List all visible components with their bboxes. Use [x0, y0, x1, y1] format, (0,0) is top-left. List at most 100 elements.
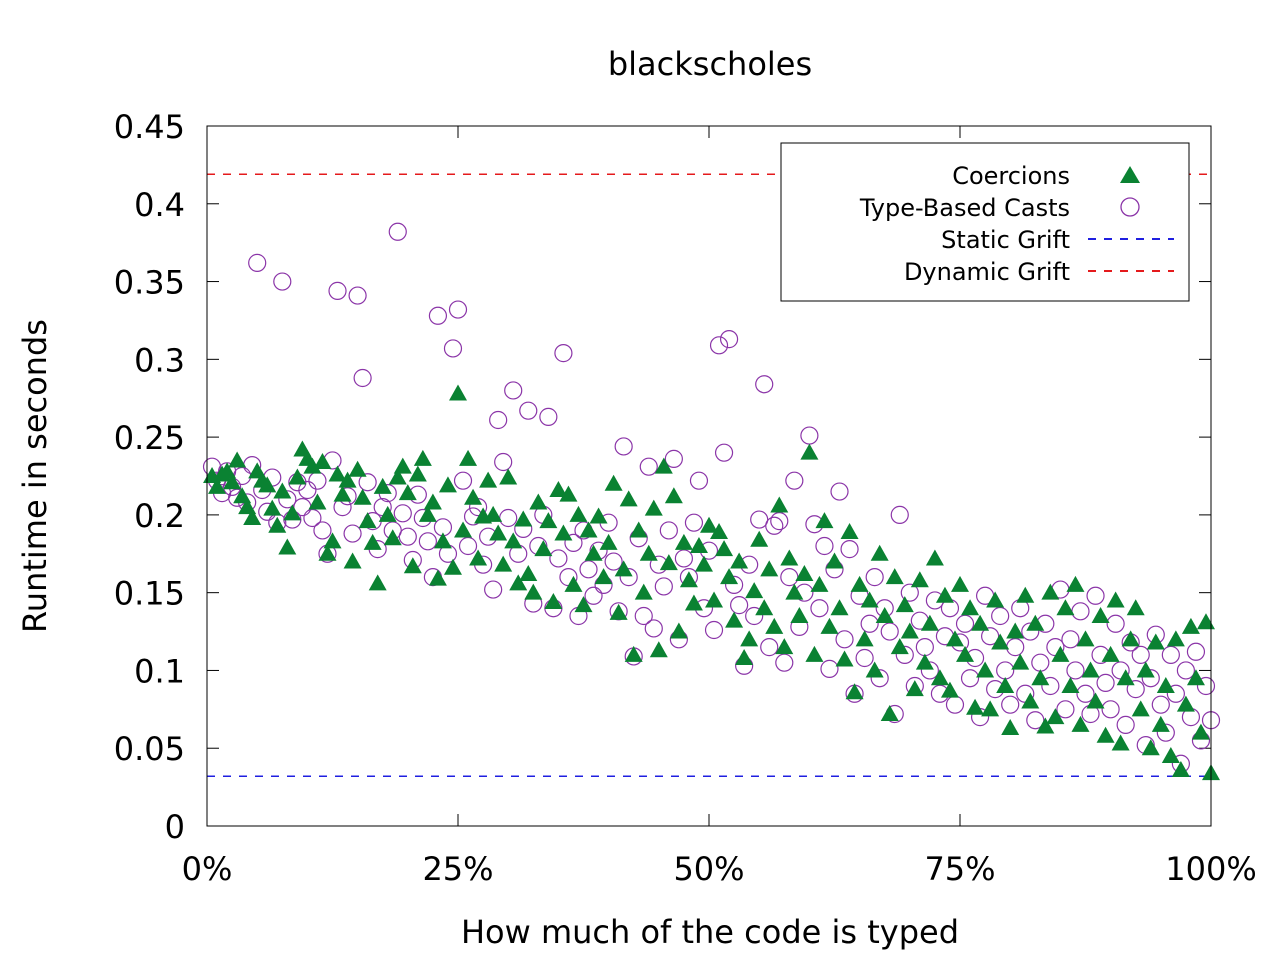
type-based-casts-point — [714, 443, 734, 462]
coercions-point — [268, 516, 287, 533]
coercions-point — [930, 669, 949, 686]
legend-triangle-icon — [1120, 166, 1140, 183]
legend-label-dynamic-grift: Dynamic Grift — [904, 258, 1070, 286]
coercions-point — [639, 544, 658, 561]
x-tick-label: 100% — [1165, 850, 1256, 888]
coercions-point — [273, 482, 292, 499]
y-axis-ticks: 0 0.05 0.1 0.15 0.2 0.25 0.3 0.35 0.4 0.45 — [114, 108, 1211, 846]
y-tick-label: 0.1 — [134, 652, 185, 690]
coercions-point — [674, 533, 693, 550]
coercions-point — [981, 700, 1000, 717]
type-based-casts-point — [664, 449, 683, 468]
coercions-point — [223, 473, 242, 490]
type-based-casts-points — [202, 222, 1221, 773]
coercions-point — [529, 493, 548, 510]
type-based-casts-point — [900, 583, 919, 602]
coercions-point — [966, 698, 985, 715]
type-based-casts-point — [1196, 676, 1216, 696]
coercions-point — [1011, 653, 1030, 670]
coercions-point — [1081, 661, 1100, 678]
coercions-point — [875, 607, 894, 623]
coercions-point — [986, 591, 1005, 608]
coercions-point — [825, 552, 844, 569]
type-based-casts-point — [996, 661, 1015, 680]
coercions-point — [1066, 575, 1085, 592]
coercions-point — [449, 384, 467, 401]
coercions-point — [243, 509, 262, 525]
coercions-point — [845, 683, 864, 700]
y-tick-label: 0.05 — [114, 730, 185, 768]
coercions-point — [544, 593, 563, 609]
coercions-point — [594, 568, 613, 585]
coercions-point — [479, 471, 498, 488]
coercions-point — [1156, 677, 1175, 693]
type-based-casts-point — [780, 568, 799, 587]
type-based-casts-point — [443, 339, 463, 358]
coercions-point — [579, 521, 598, 538]
coercions-point — [509, 574, 528, 591]
coercions-point — [885, 568, 904, 585]
x-tick-label: 0% — [182, 850, 233, 888]
coercions-point — [1196, 613, 1215, 630]
type-based-casts-point — [815, 536, 834, 556]
coercions-point — [1146, 633, 1165, 650]
coercions-point — [840, 523, 859, 539]
type-based-casts-point — [248, 253, 267, 272]
coercions-point — [830, 599, 849, 616]
y-tick-label: 0.2 — [134, 497, 185, 535]
type-based-casts-point — [639, 457, 658, 476]
coercions-point — [1056, 599, 1075, 616]
coercions-point — [991, 633, 1010, 650]
coercions-point — [599, 533, 618, 550]
plot-frame — [206, 125, 1212, 827]
type-based-casts-point — [674, 549, 694, 568]
type-based-casts-point — [760, 638, 779, 657]
coercions-point — [720, 568, 739, 585]
coercions-point — [996, 677, 1015, 693]
coercions-point — [905, 680, 924, 697]
coercions-point — [1041, 583, 1060, 600]
coercions-point — [263, 499, 282, 516]
coercions-point — [750, 530, 769, 547]
coercions-point — [428, 569, 447, 586]
coercions-point — [438, 476, 457, 493]
coercions-point — [1006, 622, 1025, 639]
coercions-point — [609, 603, 628, 620]
coercions-point — [920, 614, 939, 631]
type-based-casts-point — [750, 510, 769, 529]
coercions-point — [619, 490, 638, 507]
coercions-point — [760, 560, 779, 577]
x-tick-label: 25% — [422, 850, 493, 888]
type-based-casts-point — [1156, 723, 1175, 742]
coercions-point — [469, 549, 488, 566]
type-based-casts-point — [785, 471, 804, 490]
coercions-point — [1036, 717, 1055, 734]
coercions-point — [865, 661, 884, 678]
type-based-casts-point — [830, 482, 849, 501]
type-based-casts-point — [915, 638, 934, 657]
coercions-point — [1051, 645, 1070, 662]
coercions-point — [368, 574, 387, 591]
legend-label-type-based-casts: Type-Based Casts — [859, 194, 1070, 222]
type-based-casts-point — [654, 577, 673, 596]
coercions-point — [1141, 739, 1160, 756]
coercions-point — [860, 591, 879, 608]
type-based-casts-point — [770, 512, 789, 531]
coercions-point — [539, 512, 558, 529]
coercions-point — [499, 468, 518, 485]
coercions-point — [684, 594, 703, 611]
type-based-casts-point — [709, 336, 729, 355]
type-based-casts-point — [1141, 669, 1160, 688]
coercions-point — [679, 571, 698, 588]
type-based-casts-point — [1021, 622, 1040, 641]
type-based-casts-point — [765, 516, 784, 535]
type-based-casts-point — [870, 669, 889, 688]
coercions-point — [1186, 669, 1205, 686]
coercions-point — [700, 516, 718, 533]
x-axis-label: How much of the code is typed — [461, 913, 959, 951]
type-based-casts-point — [353, 368, 372, 388]
coercions-point — [348, 460, 367, 477]
type-based-casts-point — [453, 471, 473, 490]
coercions-point — [1021, 692, 1040, 709]
coercions-point — [1076, 630, 1095, 647]
